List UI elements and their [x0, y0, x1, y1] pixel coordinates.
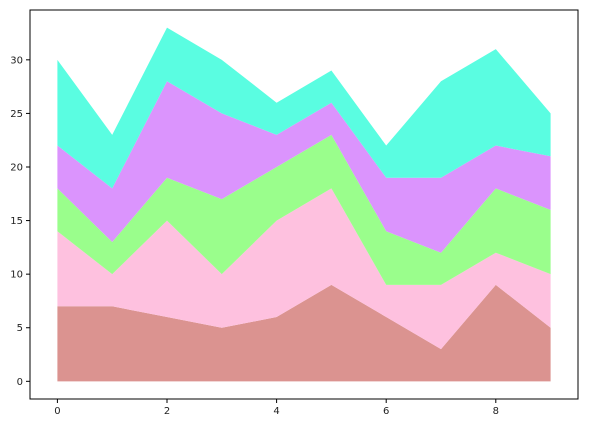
x-axis-ticks: 0 2 4 6 8: [54, 399, 499, 417]
area-layers: [57, 27, 551, 382]
y-tick-label: 15: [10, 216, 23, 227]
area-series-1: [57, 284, 551, 382]
y-axis-ticks: 0 5 10 15 20 25 30: [10, 55, 30, 388]
y-tick-label: 30: [10, 55, 23, 66]
y-tick-label: 0: [17, 377, 23, 388]
x-tick-label: 8: [493, 406, 499, 417]
x-tick-label: 6: [383, 406, 389, 417]
area-series-2: [57, 188, 551, 350]
area-series-5: [57, 27, 551, 189]
y-tick-label: 5: [17, 323, 23, 334]
y-tick-label: 25: [10, 109, 23, 120]
plot-frame: [29, 9, 579, 400]
y-tick-label: 10: [10, 270, 23, 281]
x-tick-label: 0: [54, 406, 60, 417]
x-tick-label: 4: [273, 406, 279, 417]
area-series-4: [57, 81, 551, 253]
y-tick-label: 20: [10, 162, 23, 173]
x-tick-label: 2: [164, 406, 170, 417]
area-series-3: [57, 134, 551, 285]
